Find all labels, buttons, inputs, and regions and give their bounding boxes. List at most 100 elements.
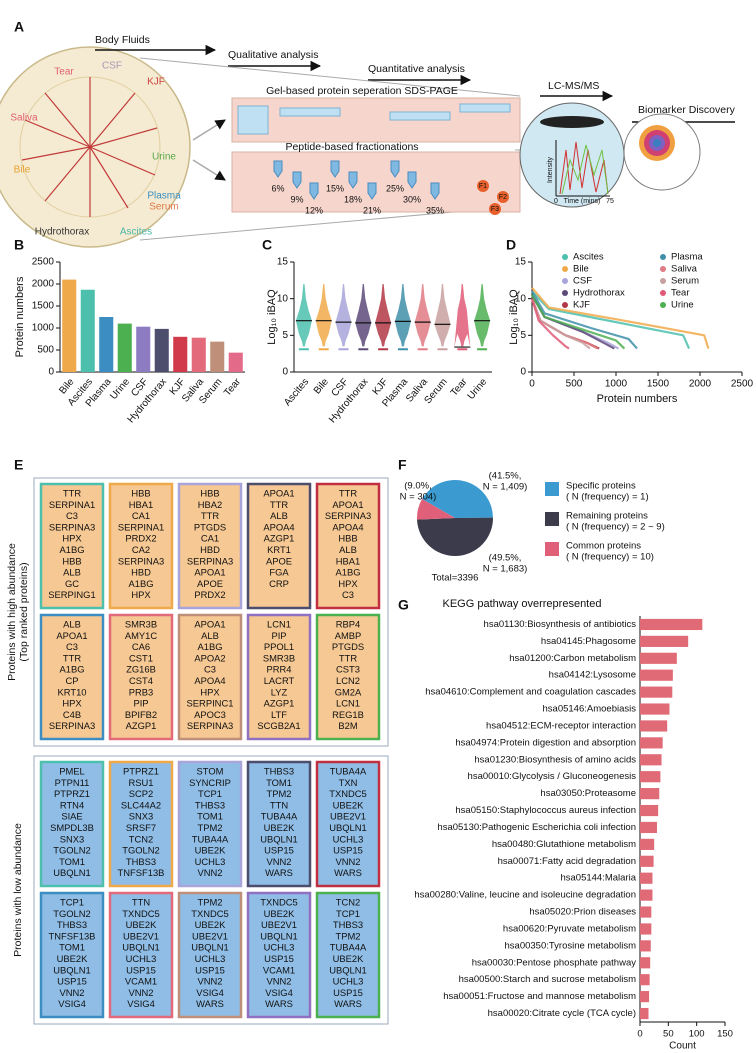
protein-name: TNFSF13B (118, 867, 165, 878)
bar (80, 289, 95, 372)
bar (117, 323, 132, 372)
protein-name: CP (65, 675, 78, 686)
protein-name: FGA (269, 567, 289, 578)
y-tick-label: hsa00280:Valine, leucine and isoleucine … (414, 890, 636, 901)
group-frame (33, 477, 389, 747)
protein-name: SERPINA1 (118, 521, 164, 532)
protein-box (246, 482, 312, 610)
protein-name: UCHL3 (264, 942, 295, 953)
series-line (531, 294, 626, 350)
y-tick-label: hsa01200:Carbon metabolism (509, 653, 636, 664)
y-tick-label: 2000 (32, 279, 55, 290)
fluid-label: Ascites (120, 227, 152, 238)
violin (454, 284, 471, 348)
protein-name: VSIG4 (127, 998, 155, 1009)
legend-detail: ( N (frequency) = 10) (566, 552, 654, 563)
protein-name: LCN2 (336, 675, 360, 686)
protein-name: TGOLN2 (122, 845, 160, 856)
y-tick-label: hsa04512:ECM-receptor interaction (486, 720, 636, 731)
protein-name: SMR3B (263, 652, 295, 663)
fraction-label: 15% (326, 183, 344, 193)
protein-name: HBA2 (198, 499, 223, 510)
legend-label: Serum (671, 276, 699, 287)
protein-name: UCHL3 (126, 953, 157, 964)
tube (348, 171, 358, 189)
legend-marker (562, 290, 568, 296)
ms-axis-label: 0 (554, 198, 558, 205)
protein-name: TGOLN2 (53, 908, 91, 919)
fluid-label: Plasma (147, 191, 181, 202)
protein-name: USP15 (126, 964, 156, 975)
fluid-label: Hydrothorax (35, 227, 89, 238)
fraction-label: 35% (426, 205, 444, 215)
y-tick-label: hsa00020:Citrate cycle (TCA cycle) (488, 1008, 636, 1019)
protein-box (108, 482, 174, 610)
y-tick-label: 2500 (32, 257, 55, 268)
protein-name: WARS (196, 998, 224, 1009)
legend-marker (660, 302, 666, 308)
protein-name: SMR3B (125, 618, 157, 629)
protein-name: LTF (271, 709, 287, 720)
y-tick-label: hsa04142:Lysosome (549, 670, 636, 681)
legend-marker (562, 278, 568, 284)
protein-name: A1BG (128, 578, 153, 589)
pool-label: F2 (499, 194, 507, 201)
y-tick-label: hsa00010:Glycolysis / Gluconeogenesis (468, 771, 637, 782)
protein-name: UBQLN1 (329, 822, 367, 833)
bar (640, 618, 703, 631)
x-tick-label: Ascites (282, 377, 311, 409)
step-label: Qualitative analysis (228, 49, 318, 61)
protein-name: LACRT (264, 675, 295, 686)
protein-name: ALB (270, 510, 288, 521)
protein-name: PTPRZ1 (54, 788, 90, 799)
series-line (531, 290, 638, 350)
y-tick-label: 15 (277, 257, 289, 268)
tube (390, 160, 400, 178)
bar (640, 906, 652, 918)
bar (640, 1007, 649, 1020)
violin (394, 284, 411, 347)
protein-name: UBQLN1 (329, 964, 367, 975)
pie-label: N = 1,683) (483, 564, 528, 575)
protein-name: PMEL (59, 765, 85, 776)
protein-name: APOA1 (332, 499, 363, 510)
bar (640, 974, 650, 986)
protein-name: THBS3 (195, 799, 225, 810)
protein-name: ALB (339, 544, 357, 555)
bar (154, 328, 169, 372)
fraction-label: 25% (386, 183, 404, 193)
protein-name: ALB (63, 618, 81, 629)
protein-box (177, 613, 243, 741)
bar (640, 838, 655, 850)
protein-name: VNN2 (335, 856, 360, 867)
protein-name: SRSF7 (126, 822, 156, 833)
bar (191, 337, 206, 372)
protein-name: RSU1 (128, 777, 153, 788)
protein-name: PTGDS (194, 521, 226, 532)
protein-box (315, 482, 381, 610)
series-line (531, 290, 691, 349)
pie-slice (417, 499, 455, 520)
protein-name: HPX (131, 589, 151, 600)
pool-label: F3 (491, 206, 499, 213)
x-tick-label: 500 (566, 379, 583, 390)
fluid-circle (0, 46, 191, 248)
protein-name: UBE2K (195, 919, 226, 930)
protein-box (177, 891, 243, 1019)
legend-label: Common proteins (566, 541, 641, 552)
protein-name: UBQLN1 (53, 964, 91, 975)
protein-name: AZGP1 (264, 698, 295, 709)
protein-name: SCP2 (129, 788, 154, 799)
protein-name: APOA4 (263, 521, 294, 532)
protein-name: SERPINA3 (118, 555, 164, 566)
legend-marker (562, 254, 568, 260)
protein-name: VSIG4 (196, 987, 224, 998)
protein-name: HBA1 (129, 499, 154, 510)
bar (99, 317, 114, 372)
protein-box (246, 760, 312, 888)
y-tick-label: hsa04145:Phagosome (541, 636, 636, 647)
panel-letter: B (14, 237, 24, 253)
legend-swatch (545, 482, 559, 496)
panel-letter: A (14, 19, 24, 35)
legend-label: Remaining proteins (566, 511, 648, 522)
